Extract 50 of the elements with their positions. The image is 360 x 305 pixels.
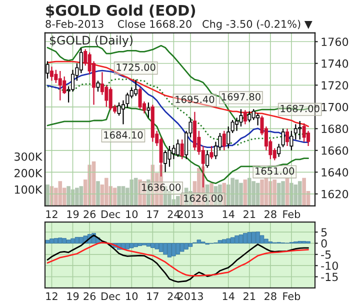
x-tick-label: 17 bbox=[147, 210, 158, 218]
y2-tick-label: 100K bbox=[14, 185, 42, 194]
x-tick-label: 10 bbox=[126, 292, 138, 300]
y-tick-label: 1680 bbox=[322, 124, 348, 134]
x-tick-label: Dec bbox=[102, 210, 120, 218]
x-tick-label: 24 bbox=[168, 210, 180, 218]
y-tick-label: -10 bbox=[321, 262, 338, 270]
x-tick-label: Feb bbox=[283, 210, 300, 218]
y-tick-label: 0 bbox=[321, 239, 327, 248]
annotation: 1626.00 bbox=[184, 194, 223, 202]
annotation: 1697.80 bbox=[222, 93, 260, 100]
y-tick-label: 1640 bbox=[322, 168, 348, 177]
annotation: $GOLD (Daily) bbox=[50, 36, 132, 47]
chart-title: $GOLD Gold (EOD) bbox=[46, 4, 196, 18]
x-tick-label: 21 bbox=[244, 292, 256, 300]
x-tick-label: 19 bbox=[67, 210, 79, 218]
x-tick-label: 2013 bbox=[178, 210, 203, 218]
x-tick-label: Feb bbox=[283, 292, 300, 300]
y-tick-label: 1660 bbox=[322, 146, 348, 155]
x-tick-label: 2013 bbox=[178, 292, 203, 300]
x-tick-label: 28 bbox=[264, 292, 276, 300]
x-tick-label: 14 bbox=[222, 292, 234, 300]
y-tick-label: 5 bbox=[321, 228, 327, 236]
x-tick-label: 10 bbox=[126, 210, 138, 218]
y-tick-label: 1620 bbox=[322, 190, 348, 198]
x-tick-label: Dec bbox=[102, 292, 120, 300]
y-tick-label: 1700 bbox=[322, 102, 348, 112]
y2-tick-label: 300K bbox=[14, 152, 42, 161]
y-tick-label: -15 bbox=[321, 272, 338, 282]
y-tick-label: 1720 bbox=[322, 81, 348, 90]
x-tick-label: 21 bbox=[244, 210, 256, 218]
x-tick-label: 14 bbox=[222, 210, 234, 218]
x-tick-label: 17 bbox=[147, 292, 158, 300]
x-tick-label: 26 bbox=[84, 210, 96, 218]
annotation: 1651.00 bbox=[256, 167, 294, 175]
chart-subtitle: 8-Feb-2013 Close 1668.20 Chg -3.50 (-0.21%) ▼ bbox=[46, 20, 312, 30]
annotation: 1725.00 bbox=[116, 64, 156, 71]
annotation: 1636.00 bbox=[142, 184, 181, 191]
x-tick-label: 12 bbox=[46, 210, 58, 218]
x-tick-label: 19 bbox=[67, 292, 79, 300]
x-tick-label: 12 bbox=[46, 292, 58, 300]
x-tick-label: 26 bbox=[84, 292, 96, 300]
x-tick-label: 28 bbox=[264, 210, 276, 218]
annotation: 1687.00 bbox=[280, 104, 320, 112]
x-tick-label: 24 bbox=[168, 292, 180, 300]
y-tick-label: -5 bbox=[321, 250, 331, 259]
y-tick-label: 1740 bbox=[322, 59, 348, 68]
y-tick-label: 1760 bbox=[322, 38, 348, 46]
annotation: 1684.10 bbox=[104, 131, 143, 139]
y2-tick-label: 200K bbox=[14, 168, 42, 178]
